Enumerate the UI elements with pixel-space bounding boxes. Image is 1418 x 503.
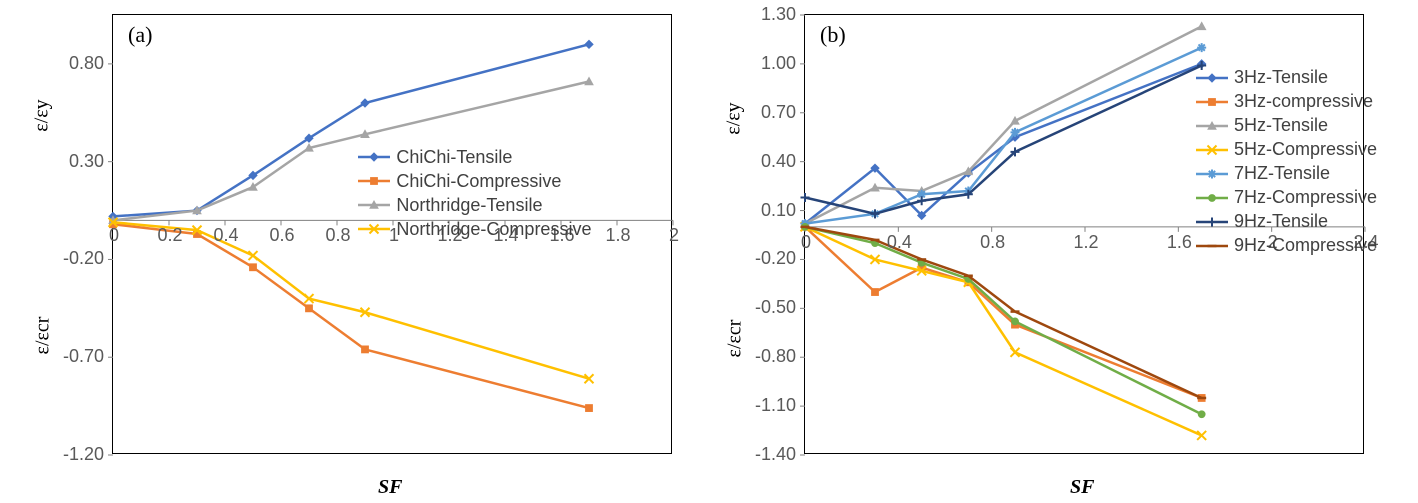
panel-a-ytitle-top: ε/εy [32,85,53,145]
legend-swatch [1196,117,1228,135]
legend-swatch [358,196,390,214]
panel-b-ytick: 1.30 [744,4,796,25]
panel-a-xtick: 1.8 [604,225,632,246]
panel-a-ytick: -1.20 [52,444,104,465]
panel-b-xtick: 1.2 [1072,232,1100,253]
panel-b-xtick: 1.6 [1165,232,1193,253]
legend-swatch [1196,165,1228,183]
legend-item: 5Hz-Compressive [1196,139,1377,161]
legend-label: ChiChi-Tensile [396,147,512,168]
panel-a-xtitle: SF [378,476,402,499]
panel-b-ytitle-bottom: ε/εcr [725,303,746,373]
legend-swatch [358,172,390,190]
panel-a-ytick: 0.30 [52,151,104,172]
legend-swatch [358,220,390,238]
panel-a-legend: ChiChi-Tensile ChiChi-Compressive Northrid… [358,146,591,240]
panel-b-ytick: -0.50 [744,297,796,318]
panel-a: (a) 00.20.40.60.811.21.41.61.820.300.80-… [0,0,692,503]
panel-b-ytick: -0.20 [744,248,796,269]
panel-a-xtick: 0 [100,225,128,246]
legend-swatch [1196,141,1228,159]
panel-a-xtick: 0.4 [212,225,240,246]
legend-swatch [358,148,390,166]
legend-item: 3Hz-compressive [1196,91,1377,113]
legend-item: Northridge-Compressive [358,218,591,240]
panel-b-ytick: 1.00 [744,53,796,74]
panel-b-ytick: -0.80 [744,346,796,367]
figure: (a) 00.20.40.60.811.21.41.61.820.300.80-… [0,0,1418,503]
panel-b-ytick: 0.40 [744,151,796,172]
legend-swatch [1196,237,1228,255]
panel-a-xtick: 0.8 [324,225,352,246]
panel-a-xtick: 0.6 [268,225,296,246]
panel-b-xtick: 0 [792,232,820,253]
panel-b-legend: 3Hz-Tensile 3Hz-compressive 5Hz-Tensile 5Hz… [1196,67,1377,257]
legend-item: 9Hz-Compressive [1196,235,1377,257]
legend-label: 7Hz-Compressive [1234,187,1377,208]
legend-label: Northridge-Compressive [396,219,591,240]
panel-a-ytick: -0.70 [52,346,104,367]
panel-b: (b) 00.40.81.21.622.40.100.400.701.001.3… [692,0,1384,503]
legend-item: 7HZ-Tensile [1196,163,1377,185]
legend-label: 7HZ-Tensile [1234,163,1330,184]
panel-a-xtick: 0.2 [156,225,184,246]
panel-b-xtitle: SF [1070,476,1094,499]
legend-item: 3Hz-Tensile [1196,67,1377,89]
legend-swatch [1196,189,1228,207]
panel-b-ytick: -1.10 [744,395,796,416]
panel-a-ytick: -0.20 [52,248,104,269]
panel-b-xtick: 0.8 [979,232,1007,253]
legend-label: 5Hz-Compressive [1234,139,1377,160]
panel-a-ytitle-bottom: ε/εcr [33,300,54,370]
legend-label: 5Hz-Tensile [1234,115,1328,136]
legend-swatch [1196,213,1228,231]
legend-item: ChiChi-Compressive [358,170,591,192]
panel-a-ytick: 0.80 [52,53,104,74]
legend-item: Northridge-Tensile [358,194,591,216]
legend-item: 9Hz-Tensile [1196,211,1377,233]
legend-label: 3Hz-Tensile [1234,67,1328,88]
legend-label: 9Hz-Compressive [1234,235,1377,256]
panel-b-xtick: 0.4 [885,232,913,253]
panel-b-ytick: 0.70 [744,102,796,123]
legend-label: ChiChi-Compressive [396,171,561,192]
panel-a-xtick: 2 [660,225,688,246]
legend-label: Northridge-Tensile [396,195,542,216]
legend-swatch [1196,69,1228,87]
legend-item: 7Hz-Compressive [1196,187,1377,209]
legend-item: ChiChi-Tensile [358,146,591,168]
panel-b-ytick: -1.40 [744,444,796,465]
panel-b-ytitle-top: ε/εy [724,88,745,148]
legend-label: 3Hz-compressive [1234,91,1373,112]
legend-swatch [1196,93,1228,111]
legend-label: 9Hz-Tensile [1234,211,1328,232]
panel-b-ytick: 0.10 [744,200,796,221]
legend-item: 5Hz-Tensile [1196,115,1377,137]
